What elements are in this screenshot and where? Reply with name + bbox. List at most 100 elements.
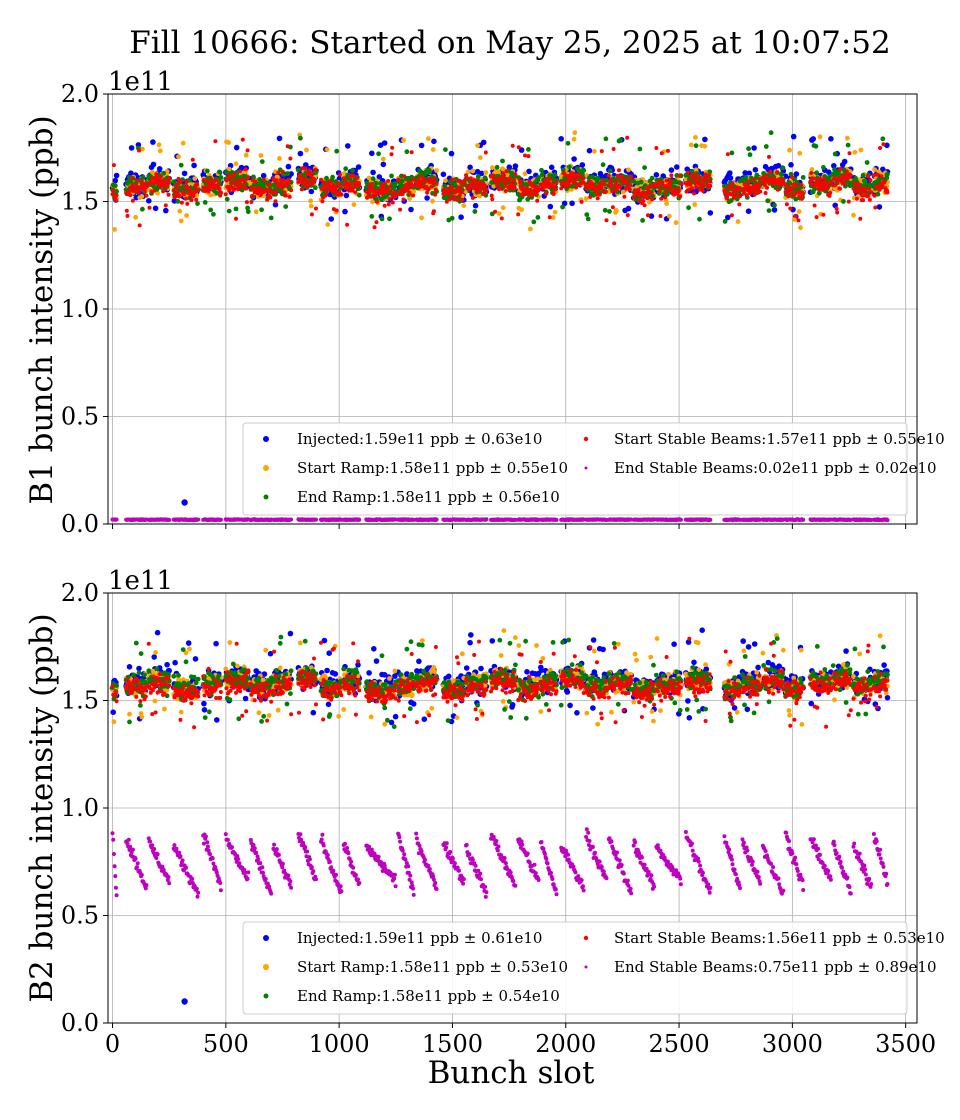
- b1-legend-end-ramp-label: End Ramp:1.58e11 ppb ± 0.56e10: [297, 488, 560, 506]
- data-point: [508, 176, 512, 181]
- data-point: [625, 135, 630, 140]
- data-point: [585, 216, 591, 222]
- data-point: [500, 205, 506, 211]
- data-point: [277, 156, 282, 161]
- data-point: [455, 197, 459, 202]
- data-point: [857, 185, 861, 189]
- data-point: [790, 175, 795, 180]
- data-point: [828, 190, 833, 195]
- data-point: [608, 178, 613, 182]
- data-point: [610, 205, 615, 210]
- data-point: [793, 214, 798, 218]
- data-point: [692, 191, 696, 196]
- data-point: [603, 136, 609, 142]
- data-point: [382, 181, 386, 186]
- data-point: [327, 179, 332, 184]
- data-point: [165, 181, 170, 186]
- data-point: [181, 192, 186, 197]
- data-point: [581, 180, 586, 185]
- data-point: [273, 199, 278, 204]
- b1-legend-end-stable-label: End Stable Beams:0.02e11 ppb ± 0.02e10: [614, 459, 937, 477]
- data-point: [297, 172, 302, 177]
- data-point: [751, 145, 757, 151]
- data-point: [678, 181, 683, 186]
- data-point: [303, 177, 308, 182]
- data-point: [852, 149, 858, 155]
- x-tick-label: 500: [203, 1030, 249, 1058]
- data-point: [259, 207, 264, 213]
- data-point: [353, 190, 358, 195]
- data-point: [847, 151, 852, 156]
- data-point: [642, 203, 647, 208]
- data-point: [328, 216, 335, 222]
- data-point: [390, 200, 395, 205]
- data-point: [196, 187, 201, 192]
- data-point: [708, 517, 713, 522]
- data-point: [735, 219, 741, 225]
- data-point: [472, 202, 479, 209]
- data-point: [233, 161, 239, 167]
- data-point: [579, 162, 586, 168]
- data-point: [253, 179, 258, 184]
- data-point: [707, 173, 711, 178]
- data-point: [112, 177, 119, 184]
- data-point: [478, 170, 485, 177]
- data-point: [861, 198, 866, 203]
- data-point: [375, 199, 380, 204]
- data-point: [526, 154, 531, 159]
- data-point: [242, 179, 247, 184]
- data-point: [579, 199, 584, 204]
- data-point: [599, 149, 604, 154]
- data-point: [429, 184, 434, 189]
- data-point: [334, 185, 338, 190]
- data-point: [754, 190, 759, 195]
- b1-legend-start-ramp-marker: [263, 465, 269, 471]
- data-point: [519, 207, 524, 213]
- data-point: [276, 170, 281, 175]
- data-point: [677, 173, 682, 178]
- data-point: [296, 167, 301, 173]
- data-point: [603, 189, 608, 194]
- data-point: [769, 175, 774, 180]
- data-point: [584, 212, 590, 218]
- data-point: [285, 144, 290, 149]
- data-point: [565, 140, 571, 146]
- x-tick-label: 1000: [309, 1030, 370, 1058]
- data-point: [202, 200, 208, 205]
- data-point: [434, 168, 439, 173]
- data-point: [664, 178, 669, 183]
- data-point: [595, 175, 601, 181]
- data-point: [513, 172, 518, 177]
- data-point: [501, 175, 506, 180]
- data-point: [130, 198, 135, 203]
- data-point: [571, 156, 577, 162]
- data-point: [757, 176, 762, 181]
- data-point: [789, 187, 794, 192]
- data-point: [314, 517, 318, 522]
- data-point: [430, 147, 436, 152]
- data-point: [573, 177, 578, 182]
- data-point: [838, 186, 842, 191]
- data-point: [788, 206, 793, 211]
- data-point: [112, 183, 118, 189]
- data-point: [758, 189, 763, 194]
- data-point: [338, 184, 343, 189]
- data-point: [150, 161, 157, 168]
- data-point: [703, 172, 708, 177]
- data-point: [482, 175, 488, 181]
- data-point: [192, 176, 198, 182]
- data-point: [175, 185, 180, 190]
- data-point: [351, 173, 356, 178]
- data-point: [858, 216, 863, 221]
- data-point: [287, 179, 292, 184]
- data-point: [746, 179, 751, 184]
- data-point: [880, 136, 886, 142]
- b2-panel: 1e11 B2 bunch intensity (ppb) Bunch slot…: [24, 566, 945, 1091]
- data-point: [323, 193, 328, 198]
- data-point: [374, 220, 379, 225]
- b1-legend-start-stable-marker: [583, 436, 589, 442]
- data-point: [698, 175, 703, 180]
- data-point: [370, 176, 376, 182]
- data-point: [411, 177, 416, 182]
- data-point: [376, 174, 383, 180]
